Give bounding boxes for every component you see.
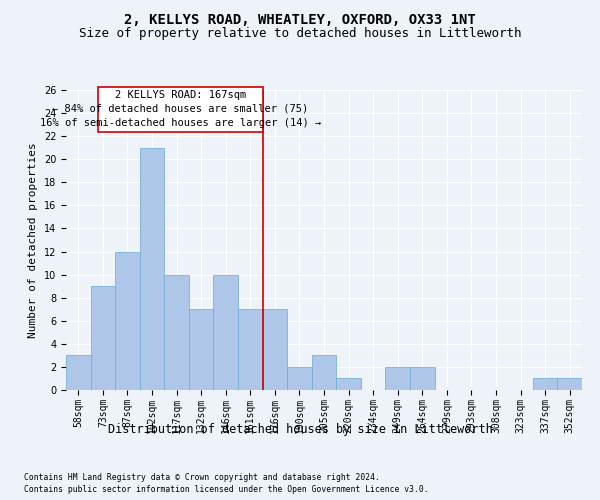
Text: 16% of semi-detached houses are larger (14) →: 16% of semi-detached houses are larger (… <box>40 118 321 128</box>
Bar <box>115 252 140 390</box>
Bar <box>214 274 238 390</box>
Text: Size of property relative to detached houses in Littleworth: Size of property relative to detached ho… <box>79 28 521 40</box>
Bar <box>410 367 434 390</box>
Text: ← 84% of detached houses are smaller (75): ← 84% of detached houses are smaller (75… <box>52 103 308 113</box>
Bar <box>533 378 557 390</box>
Text: 2 KELLYS ROAD: 167sqm: 2 KELLYS ROAD: 167sqm <box>115 90 246 101</box>
Y-axis label: Number of detached properties: Number of detached properties <box>28 142 38 338</box>
Bar <box>66 356 91 390</box>
Bar <box>238 309 263 390</box>
Bar <box>189 309 214 390</box>
Bar <box>263 309 287 390</box>
FancyBboxPatch shape <box>98 86 263 132</box>
Text: Distribution of detached houses by size in Littleworth: Distribution of detached houses by size … <box>107 422 493 436</box>
Text: Contains public sector information licensed under the Open Government Licence v3: Contains public sector information licen… <box>24 485 428 494</box>
Bar <box>91 286 115 390</box>
Bar <box>164 274 189 390</box>
Bar <box>140 148 164 390</box>
Bar <box>287 367 312 390</box>
Bar <box>557 378 582 390</box>
Text: 2, KELLYS ROAD, WHEATLEY, OXFORD, OX33 1NT: 2, KELLYS ROAD, WHEATLEY, OXFORD, OX33 1… <box>124 12 476 26</box>
Bar <box>385 367 410 390</box>
Bar <box>336 378 361 390</box>
Bar <box>312 356 336 390</box>
Text: Contains HM Land Registry data © Crown copyright and database right 2024.: Contains HM Land Registry data © Crown c… <box>24 472 380 482</box>
